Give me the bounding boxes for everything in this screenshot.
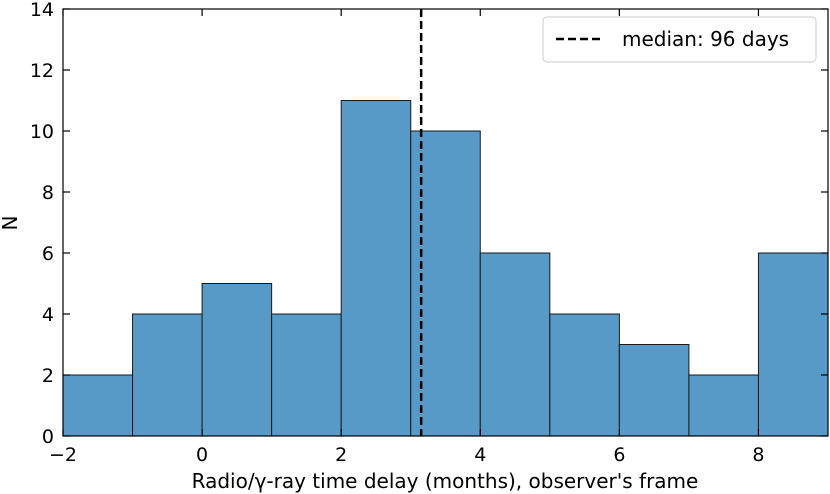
legend: median: 96 days — [542, 16, 817, 63]
histogram-bar — [618, 344, 690, 437]
y-tick-label: 12 — [30, 60, 54, 82]
x-axis-label: Radio/γ-ray time delay (months), observe… — [192, 469, 699, 493]
histogram-bar — [688, 374, 759, 437]
y-tick-label: 8 — [42, 182, 54, 204]
axes — [62, 8, 829, 437]
histogram-bar — [549, 313, 620, 437]
y-tick-label: 10 — [30, 121, 54, 143]
histogram-bar — [201, 283, 273, 437]
histogram-bar — [757, 252, 829, 437]
y-tick-label: 4 — [42, 304, 54, 326]
histogram-bar — [271, 313, 342, 437]
y-axis-label: N — [0, 216, 22, 231]
x-tick-label: 2 — [335, 444, 347, 466]
histogram-bars — [62, 100, 829, 437]
x-tick-label: 6 — [613, 444, 625, 466]
histogram-bar — [62, 374, 134, 437]
x-tick-label: 8 — [752, 444, 764, 466]
legend-box — [542, 16, 817, 63]
histogram-bar — [410, 130, 481, 437]
histogram-bar — [132, 313, 203, 437]
y-tick-label: 14 — [30, 0, 54, 21]
x-tick-label: 0 — [196, 444, 208, 466]
y-tick-label: 0 — [42, 426, 54, 448]
legend-median-label: median: 96 days — [622, 27, 789, 51]
histogram-bar — [479, 252, 551, 437]
y-tick-label: 6 — [42, 243, 54, 265]
histogram-bar — [340, 100, 412, 437]
plot-frame — [62, 8, 829, 437]
x-tick-label: 4 — [474, 444, 486, 466]
x-tick-label: −2 — [49, 444, 77, 466]
y-tick-label: 2 — [42, 365, 54, 387]
